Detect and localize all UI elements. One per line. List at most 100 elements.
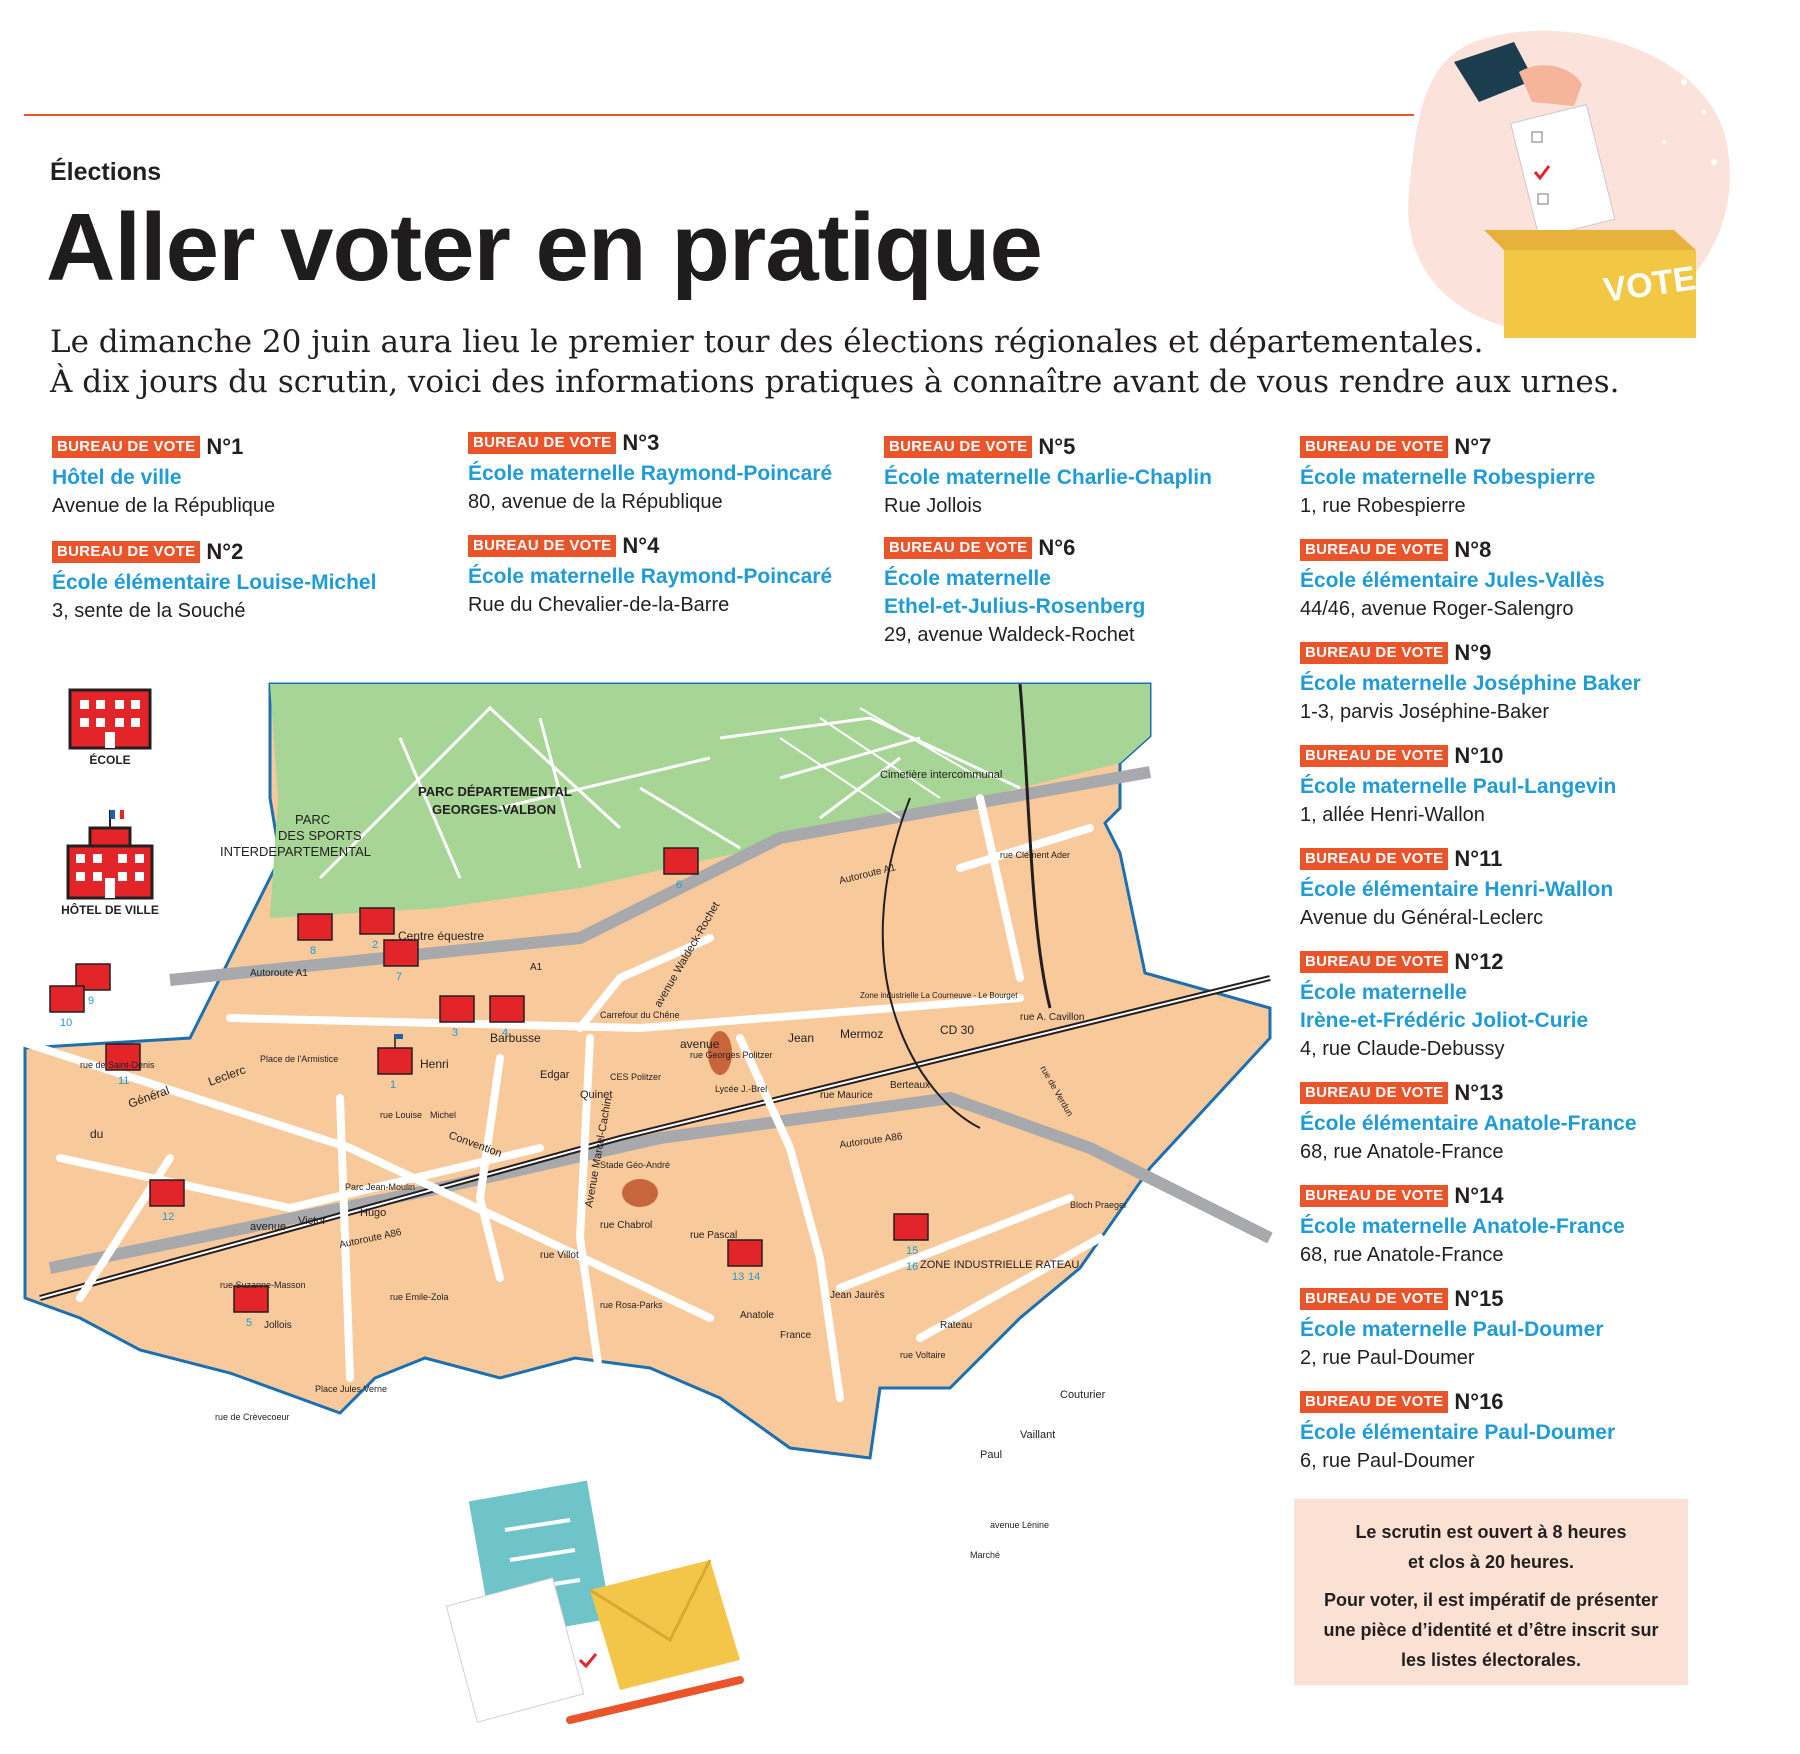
bureau-name: École élémentaire Paul-Doumer bbox=[1300, 1421, 1616, 1444]
white-document bbox=[445, 1577, 585, 1723]
bureau-address: Avenue de la République bbox=[52, 495, 276, 517]
a1-label-a: Autoroute A1 bbox=[250, 968, 308, 979]
rue-berteaux-label: Berteaux bbox=[890, 1080, 930, 1091]
bureau-number: N°10 bbox=[1454, 743, 1504, 768]
map-num-1: 1 bbox=[390, 1079, 396, 1091]
info-line-3: Pour voter, il est impératif de présente… bbox=[1323, 1590, 1659, 1610]
rue-voltaire-label: rue Voltaire bbox=[900, 1350, 946, 1360]
bureau-address: 1, rue Robespierre bbox=[1300, 495, 1466, 517]
bureau-address: 68, rue Anatole-France bbox=[1300, 1244, 1504, 1266]
decorative-stars bbox=[1662, 79, 1717, 165]
bureau-address: 29, avenue Waldeck-Rochet bbox=[884, 624, 1135, 646]
legend-school: ÉCOLE bbox=[60, 688, 160, 767]
zone-courneuve-label: Zone industrielle La Courneuve - Le Bour… bbox=[860, 991, 1018, 1000]
school-marker-12 bbox=[149, 1179, 185, 1207]
rue-politzer-label: rue Georges Politzer bbox=[690, 1050, 773, 1060]
bureau-12: BUREAU DE VOTE N°12 École maternelle Irèn… bbox=[1300, 949, 1700, 1063]
sleeve-icon bbox=[1454, 42, 1534, 102]
bureau-16: BUREAU DE VOTE N°16 École élémentaire Pau… bbox=[1300, 1389, 1700, 1475]
bureau-address: Rue du Chevalier-de-la-Barre bbox=[468, 594, 730, 616]
section-label: Élections bbox=[50, 158, 162, 186]
header-divider bbox=[24, 114, 1414, 116]
bureau-badge: BUREAU DE VOTE bbox=[52, 541, 201, 563]
bureau-number: N°16 bbox=[1454, 1389, 1504, 1414]
map-num-13: 13 bbox=[732, 1271, 744, 1283]
bureau-badge: BUREAU DE VOTE bbox=[468, 535, 617, 557]
ballot-illustration: VOTE bbox=[1408, 30, 1730, 338]
bureau-address: 1, allée Henri-Wallon bbox=[1300, 804, 1485, 826]
bureau-badge: BUREAU DE VOTE bbox=[884, 537, 1033, 559]
rue-zola-label: rue Emile-Zola bbox=[390, 1292, 449, 1302]
marche-label: Marché bbox=[970, 1550, 1000, 1560]
bureau-name: École maternelle bbox=[1300, 981, 1467, 1004]
envelope-flap bbox=[589, 1559, 712, 1643]
school-icon bbox=[68, 688, 152, 750]
bureau-1: BUREAU DE VOTE N°1 Hôtel de ville Avenue … bbox=[52, 434, 452, 520]
bureau-number: N°12 bbox=[1454, 949, 1504, 974]
zone-rateau-label: ZONE INDUSTRIELLE RATEAU bbox=[920, 1259, 1079, 1271]
bureau-badge: BUREAU DE VOTE bbox=[1300, 436, 1449, 458]
map-num-12: 12 bbox=[162, 1211, 174, 1223]
rail-branch bbox=[1018, 683, 1052, 1009]
map-num-8: 8 bbox=[310, 945, 316, 957]
school-marker-7 bbox=[383, 939, 419, 967]
bureau-11: BUREAU DE VOTE N°11 École élémentaire Hen… bbox=[1300, 846, 1700, 932]
place-armistice-label: Place de l'Armistice bbox=[260, 1054, 338, 1064]
rue-jean-jaures-label: Jean Jaurès bbox=[830, 1290, 884, 1301]
sports-label-3: INTERDEPARTEMENTAL bbox=[220, 844, 371, 859]
bureau-name: École maternelle Robespierre bbox=[1300, 466, 1596, 489]
bureau-name: École maternelle Paul-Doumer bbox=[1300, 1318, 1604, 1341]
legend-school-label: ÉCOLE bbox=[89, 753, 131, 767]
map-num-14: 14 bbox=[748, 1271, 760, 1283]
ces-label: CES Politzer bbox=[610, 1072, 661, 1082]
school-marker-15 bbox=[893, 1213, 929, 1241]
rue-vaillant-label: Vaillant bbox=[1020, 1429, 1055, 1441]
bureau-number: N°11 bbox=[1454, 846, 1503, 871]
bureau-number: N°5 bbox=[1038, 434, 1076, 459]
bureau-7: BUREAU DE VOTE N°7 École maternelle Robes… bbox=[1300, 434, 1700, 520]
bureau-address: 68, rue Anatole-France bbox=[1300, 1141, 1504, 1163]
jean-label: Jean bbox=[788, 1031, 814, 1045]
bureau-name: École élémentaire Henri-Wallon bbox=[1300, 878, 1614, 901]
rue-cavillon-label: rue A. Cavillon bbox=[1020, 1012, 1084, 1023]
bureau-address: 80, avenue de la République bbox=[468, 491, 723, 513]
rue-villot-label: rue Villot bbox=[540, 1250, 579, 1261]
map-num-16: 16 bbox=[906, 1261, 918, 1273]
stade-geo-label: Stade Géo-André bbox=[600, 1160, 670, 1170]
bureau-name: École maternelle Anatole-France bbox=[1300, 1215, 1625, 1238]
park-paths bbox=[318, 705, 1021, 880]
bureau-14: BUREAU DE VOTE N°14 École maternelle Anat… bbox=[1300, 1183, 1700, 1269]
stadium-icon-2 bbox=[708, 1031, 732, 1075]
rue-saint-denis-label: rue de Saint-Denis bbox=[80, 1060, 155, 1070]
hand-icon bbox=[1519, 65, 1582, 106]
map-num-3: 3 bbox=[452, 1027, 458, 1039]
autoroute-a1 bbox=[169, 766, 1152, 986]
bureau-8: BUREAU DE VOTE N°8 École élémentaire Jule… bbox=[1300, 537, 1700, 623]
town-map: PARC DÉPARTEMENTAL GEORGES-VALBON PARC D… bbox=[21, 682, 1273, 1560]
ballot-paper-icon bbox=[1510, 103, 1616, 239]
bureau-badge: BUREAU DE VOTE bbox=[1300, 951, 1449, 973]
streets bbox=[21, 794, 1104, 1402]
bureau-3: BUREAU DE VOTE N°3 École maternelle Raymo… bbox=[468, 430, 868, 516]
bureau-name: École maternelle Charlie-Chaplin bbox=[884, 466, 1212, 489]
victor-label: Victor bbox=[298, 1215, 326, 1227]
henri-label: Henri bbox=[420, 1057, 449, 1071]
park-label-2: GEORGES-VALBON bbox=[432, 802, 556, 817]
bureau-address: Rue Jollois bbox=[884, 495, 982, 517]
bureau-address: 3, sente de la Souché bbox=[52, 600, 246, 622]
legend-townhall: HÔTEL DE VILLE bbox=[50, 808, 170, 917]
bureau-badge: BUREAU DE VOTE bbox=[1300, 1391, 1449, 1413]
bureau-number-labels: 1 2 3 4 5 6 7 8 9 10 11 12 13 14 15 16 bbox=[60, 879, 918, 1329]
bureau-name: École maternelle Raymond-Poincaré bbox=[468, 565, 833, 588]
sports-label-1: PARC bbox=[295, 812, 330, 827]
bureau-name-line2: Irène-et-Frédéric Joliot-Curie bbox=[1300, 1009, 1589, 1032]
info-line-2: et clos à 20 heures. bbox=[1407, 1552, 1575, 1572]
bureau-number: N°14 bbox=[1454, 1183, 1504, 1208]
mermoz-label: Mermoz bbox=[840, 1027, 883, 1041]
bureau-number: N°3 bbox=[622, 430, 660, 455]
bureau-address: 4, rue Claude-Debussy bbox=[1300, 1038, 1505, 1060]
bureau-number: N°15 bbox=[1454, 1286, 1504, 1311]
ballot-box-front bbox=[1504, 250, 1696, 338]
school-marker-5 bbox=[233, 1285, 269, 1313]
bureau-number: N°9 bbox=[1454, 640, 1492, 665]
